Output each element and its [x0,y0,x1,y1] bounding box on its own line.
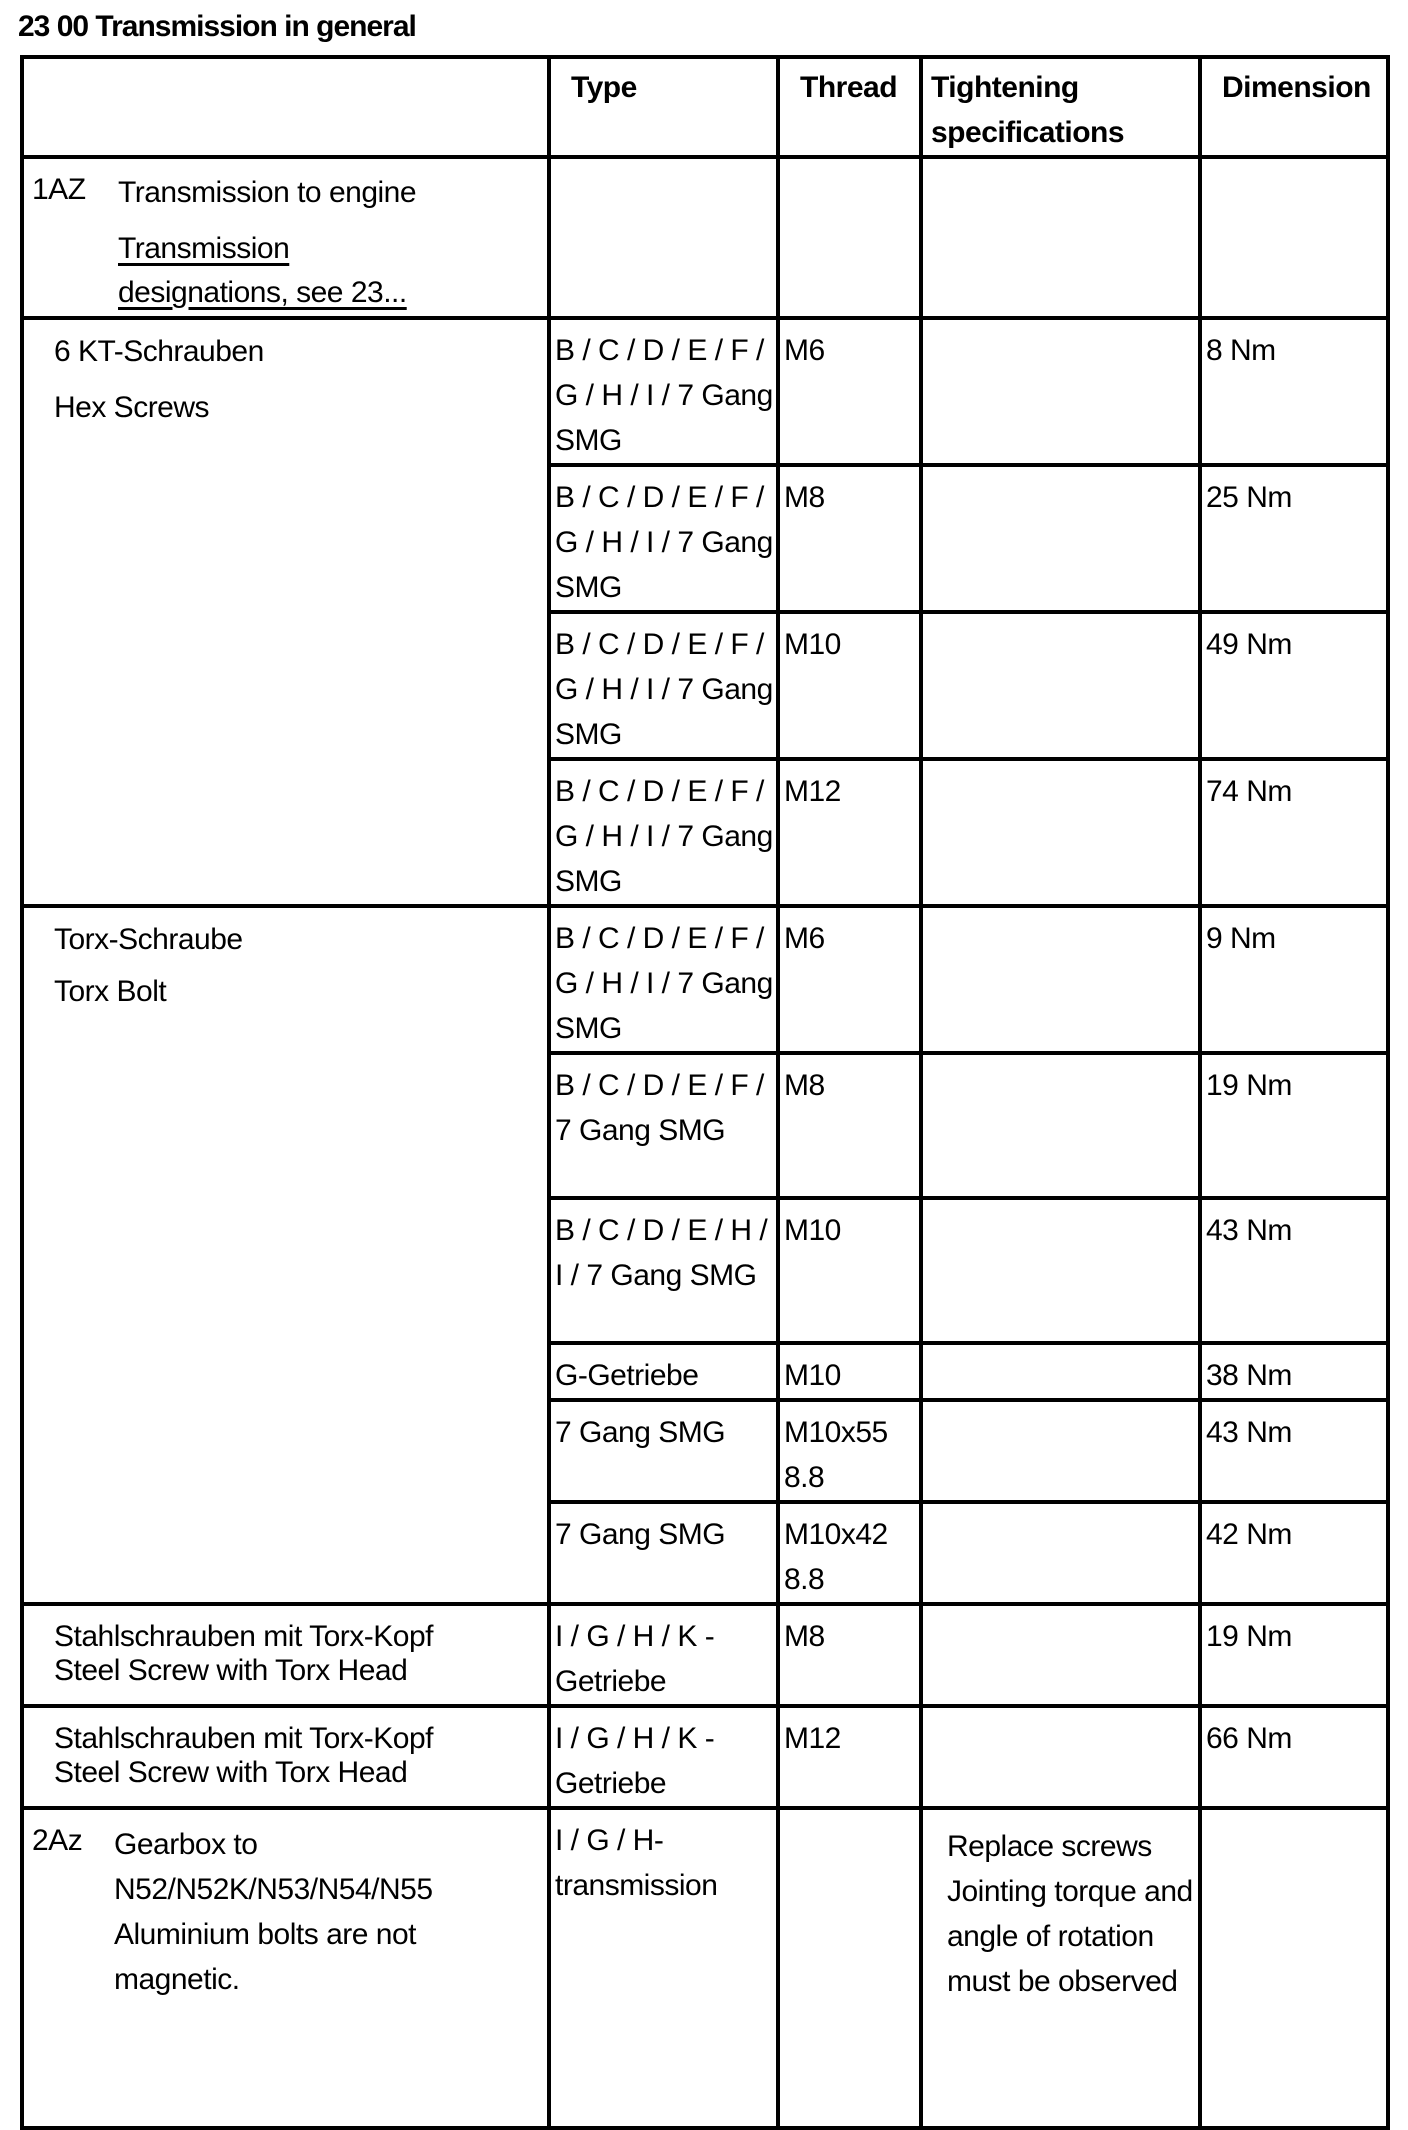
table-row: B / C / D / E / F / 7 Gang SMG M8 19 Nm [22,1051,1390,1200]
spec-cell [919,1051,1202,1200]
thread-cell: M12 [776,757,923,908]
type-cell: 7 Gang SMG [547,1398,780,1504]
torx-bolt-label-cell: Torx-Schraube Torx Bolt [20,904,551,1606]
thread-cell: M6 [776,904,923,1055]
section-code: 2Az [32,1824,83,1857]
type-cell: I / G / H / K - Getriebe [547,1602,780,1708]
type-cell: B / C / D / E / H / I / 7 Gang SMG [547,1196,780,1345]
table-row: 7 Gang SMG M10x42 8.8 42 Nm [22,1500,1390,1606]
item-label-de: Torx-Schraube [54,923,243,956]
spec-cell [919,610,1202,761]
dimension-cell: 25 Nm [1198,463,1390,614]
thread-cell [776,1806,923,2130]
table-row: 7 Gang SMG M10x55 8.8 43 Nm [22,1398,1390,1504]
column-header-thread: Thread [776,55,923,159]
dimension-cell: 66 Nm [1198,1704,1390,1810]
dimension-cell: 9 Nm [1198,904,1390,1055]
thread-cell: M8 [776,1051,923,1200]
spec-cell [919,1341,1202,1402]
spec-cell: Replace screws Jointing torque and angle… [919,1806,1202,2130]
spec-cell [919,757,1202,908]
dimension-cell: 42 Nm [1198,1500,1390,1606]
dimension-cell [1198,1806,1390,2130]
type-cell: G-Getriebe [547,1341,780,1402]
type-cell: I / G / H / K - Getriebe [547,1704,780,1810]
transmission-designations-link[interactable]: Transmission designations, see 23... [118,232,407,309]
item-label-en: Hex Screws [54,391,210,424]
spec-cell [919,1500,1202,1606]
item-label-de: 6 KT-Schrauben [54,335,264,368]
type-cell: B / C / D / E / F / G / H / I / 7 Gang S… [547,316,780,467]
section-label: Gearbox to N52/N52K/N53/N54/N55 Aluminiu… [114,1828,433,1996]
column-header-item [20,55,551,159]
thread-cell: M8 [776,1602,923,1708]
thread-cell: M10 [776,610,923,761]
torque-table: Type Thread Tightening specifications Di… [20,55,1390,2130]
thread-cell: M10 [776,1196,923,1345]
table-row: Torx-Schraube Torx Bolt B / C / D / E / … [20,904,1390,1606]
type-cell: B / C / D / E / F / 7 Gang SMG [547,1051,780,1200]
spec-cell [919,1196,1202,1345]
type-cell: B / C / D / E / F / G / H / I / 7 Gang S… [547,463,780,614]
spec-cell [919,1602,1202,1708]
dimension-cell: 19 Nm [1198,1051,1390,1200]
type-cell: B / C / D / E / F / G / H / I / 7 Gang S… [547,757,780,908]
type-cell: 7 Gang SMG [547,1500,780,1606]
item-label-en: Steel Screw with Torx Head [54,1654,408,1687]
dimension-cell: 43 Nm [1198,1398,1390,1504]
thread-cell: M6 [776,316,923,467]
thread-cell: M10x55 8.8 [776,1398,923,1504]
section-row-1az: 1AZ Transmission to engine Transmission … [20,155,1390,320]
table-row: 6 KT-Schrauben Hex Screws B / C / D / E … [20,316,1390,908]
type-cell: I / G / H-transmission [547,1806,780,2130]
header-row: Type Thread Tightening specifications Di… [20,55,1390,159]
spec-cell [919,463,1202,614]
thread-cell: M10 [776,1341,923,1402]
column-header-dimension: Dimension [1198,55,1390,159]
spec-cell [919,904,1202,1055]
table-row: B / C / D / E / F / G / H / I / 7 Gang S… [22,463,1390,614]
spec-cell [919,1398,1202,1504]
table-row: Stahlschrauben mit Torx-Kopf Steel Screw… [20,1704,1390,1810]
item-label-de: Stahlschrauben mit Torx-Kopf [54,1722,433,1755]
table-row: B / C / D / E / F / G / H / I / 7 Gang S… [22,757,1390,908]
dimension-cell: 8 Nm [1198,316,1390,467]
section-1-cell: 1AZ Transmission to engine Transmission … [20,155,551,320]
type-cell: B / C / D / E / F / G / H / I / 7 Gang S… [547,904,780,1055]
item-label-en: Torx Bolt [54,975,167,1008]
section-row-2az: 2Az Gearbox to N52/N52K/N53/N54/N55 Alum… [20,1806,1390,2130]
dimension-cell: 19 Nm [1198,1602,1390,1708]
type-cell: B / C / D / E / F / G / H / I / 7 Gang S… [547,610,780,761]
table-row: Stahlschrauben mit Torx-Kopf Steel Screw… [20,1602,1390,1708]
item-label-en: Steel Screw with Torx Head [54,1756,408,1789]
column-header-tightening: Tightening specifications [919,55,1202,159]
steel-screw-label-cell: Stahlschrauben mit Torx-Kopf Steel Screw… [20,1602,551,1708]
section-label: Transmission to engine [118,176,417,209]
column-header-type: Type [547,55,780,159]
table-row: G-Getriebe M10 38 Nm [22,1341,1390,1402]
thread-cell: M10x42 8.8 [776,1500,923,1606]
steel-screw-label-cell: Stahlschrauben mit Torx-Kopf Steel Screw… [20,1704,551,1810]
spec-cell [919,1704,1202,1810]
dimension-cell: 49 Nm [1198,610,1390,761]
dimension-cell: 43 Nm [1198,1196,1390,1345]
section-2-cell: 2Az Gearbox to N52/N52K/N53/N54/N55 Alum… [20,1806,551,2130]
item-label-de: Stahlschrauben mit Torx-Kopf [54,1620,433,1653]
hex-screws-label-cell: 6 KT-Schrauben Hex Screws [20,316,551,908]
section-code: 1AZ [32,173,86,206]
table-row: B / C / D / E / H / I / 7 Gang SMG M10 4… [22,1196,1390,1345]
page-title: 23 00 Transmission in general [18,10,417,43]
dimension-cell: 38 Nm [1198,1341,1390,1402]
thread-cell: M8 [776,463,923,614]
thread-cell: M12 [776,1704,923,1810]
dimension-cell: 74 Nm [1198,757,1390,908]
table-row: B / C / D / E / F / G / H / I / 7 Gang S… [22,610,1390,761]
spec-cell [919,316,1202,467]
